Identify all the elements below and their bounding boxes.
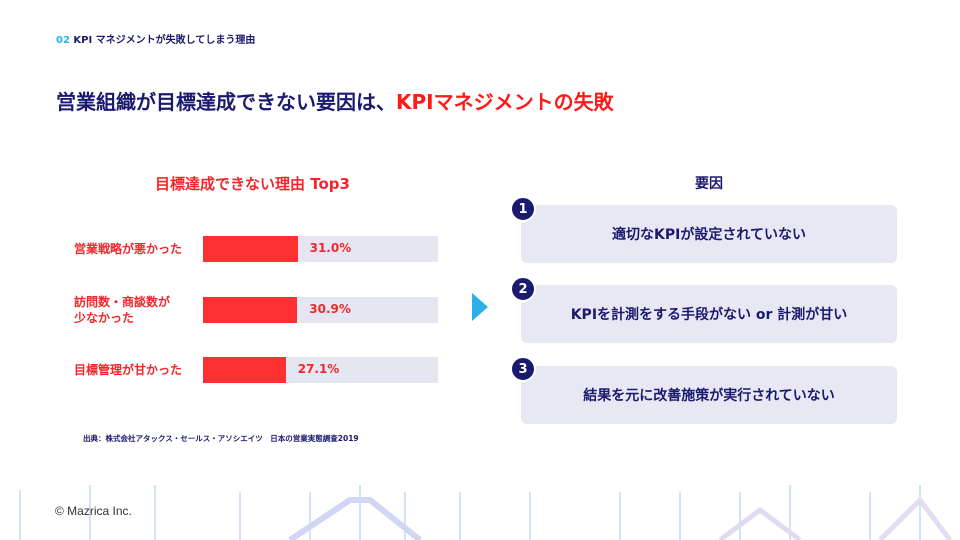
data-label: 31.0% bbox=[309, 241, 352, 255]
category-label-line: 目標管理が甘かった bbox=[74, 363, 183, 377]
page-title: 営業組織が目標達成できない要因は、KPIマネジメントの失敗 bbox=[56, 86, 614, 115]
breadcrumb: 02 KPI マネジメントが失敗してしまう理由 bbox=[56, 31, 255, 46]
data-label: 27.1% bbox=[297, 362, 340, 376]
section-title: KPI マネジメントが失敗してしまう理由 bbox=[73, 35, 256, 46]
factor-text: 結果を元に改善施策が実行されていない bbox=[583, 388, 835, 404]
source-note: 出典：株式会社アタックス・セールス・アソシエイツ 日本の営業実態調査2019 bbox=[83, 434, 359, 443]
category-label-line: 訪問数・商談数が bbox=[74, 295, 171, 309]
factor-text: 適切なKPIが設定されていない bbox=[612, 227, 806, 243]
category-label: 目標管理が甘かった bbox=[74, 362, 199, 378]
bar bbox=[203, 357, 286, 383]
category-label-line: 営業戦略が悪かった bbox=[74, 242, 183, 256]
title-main: 営業組織が目標達成できない要因は、 bbox=[56, 90, 396, 114]
chart-title: 目標達成できない理由 Top3 bbox=[155, 175, 350, 193]
category-label-line: 少なかった bbox=[74, 311, 135, 325]
section-number: 02 bbox=[56, 35, 70, 46]
factor-text: KPIを計測をする手段がない or 計測が甘い bbox=[570, 307, 848, 323]
bar-track: 27.1% bbox=[203, 357, 438, 383]
copyright: © Mazrica Inc. bbox=[55, 504, 132, 518]
number-badge: 2 bbox=[510, 276, 536, 302]
bar-track: 30.9% bbox=[203, 297, 438, 323]
number-badge: 3 bbox=[510, 356, 536, 382]
title-highlight: KPIマネジメントの失敗 bbox=[396, 90, 614, 114]
number-badge: 1 bbox=[510, 196, 536, 222]
bar bbox=[203, 236, 298, 262]
category-label: 営業戦略が悪かった bbox=[74, 241, 199, 257]
category-label: 訪問数・商談数が 少なかった bbox=[74, 294, 199, 326]
factors-title: 要因 bbox=[695, 176, 723, 192]
arrow-right-icon bbox=[472, 293, 488, 321]
factor-card: 結果を元に改善施策が実行されていない bbox=[521, 366, 897, 424]
playground-illustration bbox=[19, 485, 952, 540]
bar bbox=[203, 297, 298, 323]
factor-card: KPIを計測をする手段がない or 計測が甘い bbox=[521, 285, 897, 343]
bar-track: 31.0% bbox=[203, 236, 438, 262]
factor-card: 適切なKPIが設定されていない bbox=[521, 205, 897, 263]
data-label: 30.9% bbox=[309, 302, 351, 316]
